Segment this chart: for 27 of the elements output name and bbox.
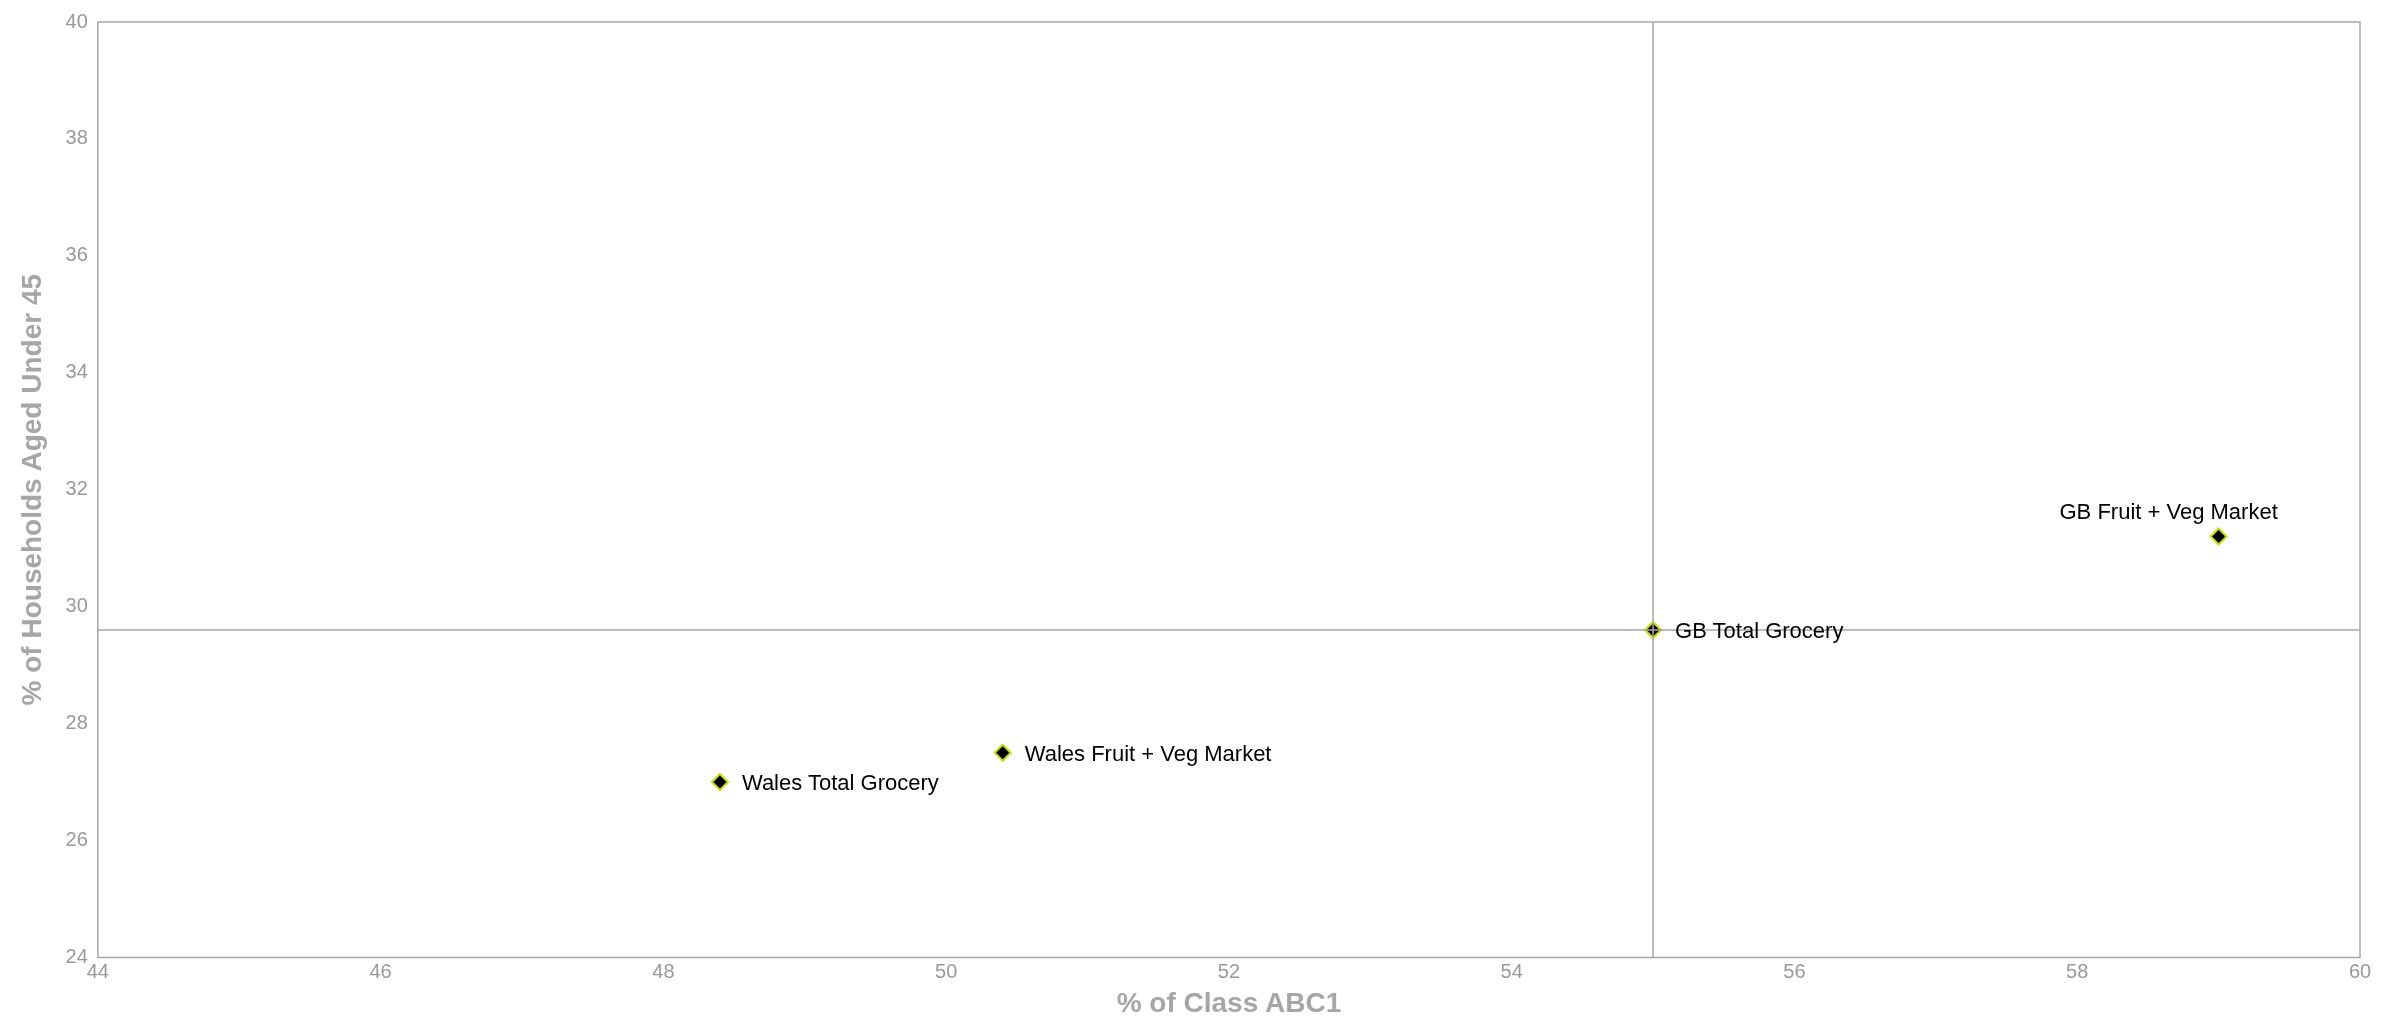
y-tick-label: 36 (65, 243, 88, 266)
x-tick-label: 50 (935, 959, 958, 982)
y-tick-label: 28 (65, 711, 88, 734)
x-tick-label: 48 (652, 959, 675, 982)
point (993, 743, 1012, 762)
y-axis-title: % of Households Aged Under 45 (15, 273, 47, 706)
annotation: GB Fruit + Veg Market (2059, 498, 2278, 524)
x-axis-title: % of Class ABC1 (1116, 986, 1342, 1018)
y-tick-label: 30 (65, 594, 88, 617)
y-tick-label: 26 (65, 827, 88, 850)
annotation: Wales Total Grocery (741, 770, 939, 796)
y-tick-label: 40 (65, 9, 88, 32)
point (2209, 527, 2228, 546)
y-tick-label: 32 (65, 477, 88, 500)
x-tick-label: 46 (369, 959, 392, 982)
annotation: Wales Fruit + Veg Market (1024, 740, 1272, 766)
x-tick-label: 56 (1783, 959, 1806, 982)
y-tick-label: 24 (65, 944, 88, 967)
x-tick-label: 52 (1217, 959, 1241, 982)
x-tick-label: 54 (1500, 959, 1523, 982)
x-tick-label: 60 (2348, 959, 2372, 982)
point (710, 773, 729, 792)
annotation: GB Total Grocery (1675, 618, 1844, 644)
x-tick-label: 44 (86, 959, 109, 982)
y-tick-label: 38 (65, 126, 88, 149)
x-tick-label: 58 (2066, 959, 2089, 982)
y-tick-label: 34 (65, 360, 88, 383)
